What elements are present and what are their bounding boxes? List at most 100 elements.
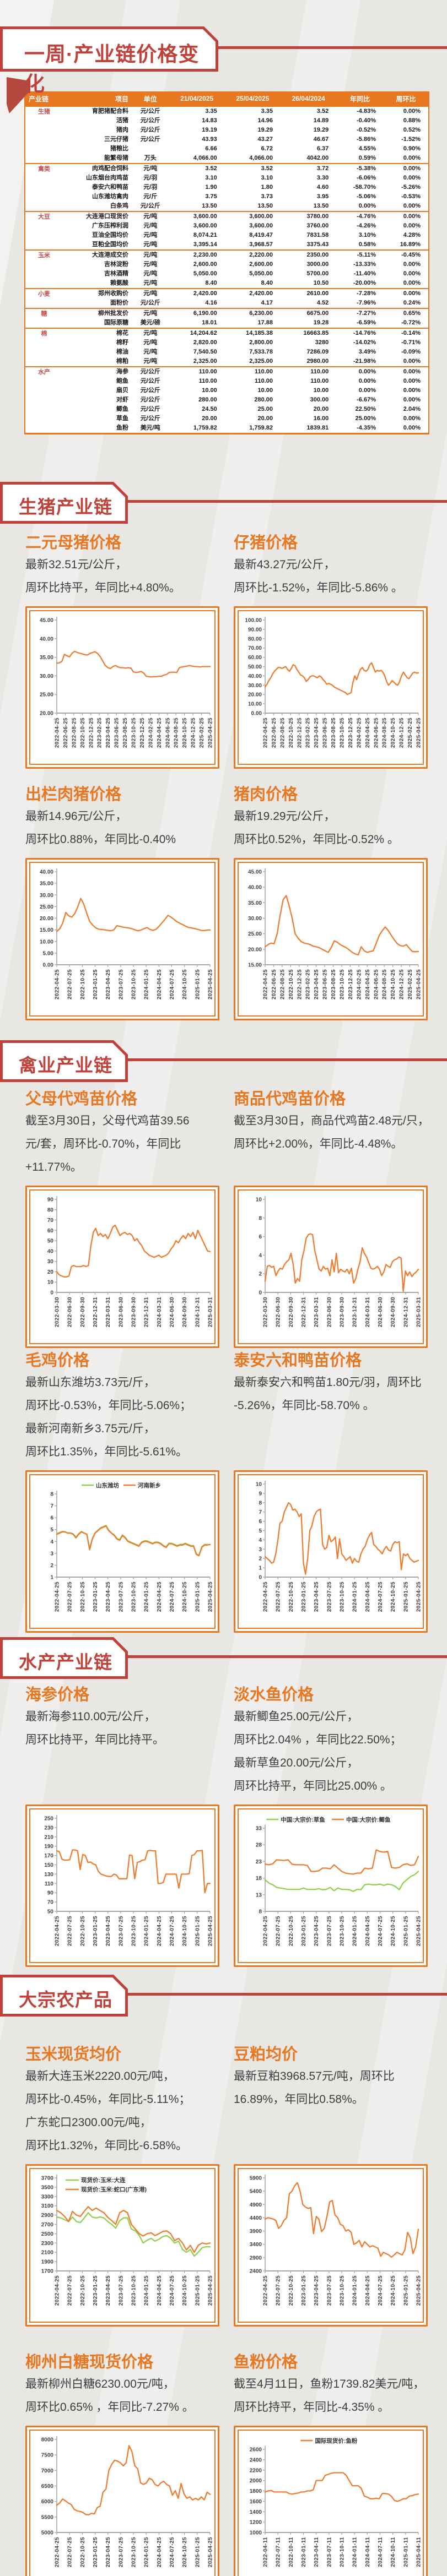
table-cell: 3.95 bbox=[316, 193, 329, 200]
chart-piglet-price: 0.00 10.00 20.00 30.00 40.00 50.00 60.00 70.00 8… bbox=[240, 612, 422, 763]
table-cell: 2,420.00 bbox=[169, 288, 225, 298]
table-cell: 6.72 bbox=[261, 145, 273, 152]
svg-text:210: 210 bbox=[44, 1834, 53, 1840]
table-cell: 0.65% bbox=[383, 308, 429, 318]
table-row: 棉油 元/吨 7,540.50 7,533.78 7286.09 3.49% -0.09% bbox=[25, 347, 429, 357]
table-row: 赖氨酸 元/吨 8.40 8.40 10.50 -20.00% 0.00% bbox=[25, 279, 429, 289]
table-row: 玉米 大连港成交价 元/吨 2,230.00 2,220.00 2350.00 -5.11%… bbox=[25, 249, 429, 289]
svg-text:2022-04-25: 2022-04-25 bbox=[55, 2275, 61, 2306]
chart-frame: 0.00 10.00 20.00 30.00 40.00 50.00 60.00 70.00 8… bbox=[234, 606, 428, 769]
svg-text:50: 50 bbox=[47, 1238, 54, 1244]
table-cell: 0.00% bbox=[383, 366, 429, 377]
svg-text:10.00: 10.00 bbox=[40, 939, 53, 945]
card-row: 玉米现货均价 最新大连玉米2220.00元/吨， 周环比-0.45%，年同比-5… bbox=[25, 2045, 428, 2327]
svg-text:150: 150 bbox=[44, 1862, 53, 1868]
svg-text:2025-03-31: 2025-03-31 bbox=[208, 1297, 214, 1327]
table-cell: 5,050.00 bbox=[249, 270, 273, 277]
table-cell: 20.00 bbox=[257, 415, 273, 422]
table-cell: 6.37 bbox=[316, 145, 329, 152]
svg-text:2024-03-31: 2024-03-31 bbox=[157, 1297, 163, 1327]
table-cell: 棉籽 bbox=[116, 339, 128, 346]
svg-text:2024-07-25: 2024-07-25 bbox=[169, 969, 175, 999]
table-cell: 14.83 bbox=[202, 117, 217, 124]
svg-text:2025-04-11: 2025-04-11 bbox=[416, 2537, 422, 2567]
price-table-body: 生猪 育肥猪配合料 元/公斤 3.35 3.35 3.52 -4.83% 0.00% 活猪 元/公… bbox=[25, 106, 429, 434]
svg-text:2025-04-25: 2025-04-25 bbox=[416, 1582, 422, 1612]
svg-text:2200: 2200 bbox=[250, 2468, 262, 2474]
table-cell: 280.00 bbox=[254, 396, 273, 403]
svg-text:2023-06-25: 2023-06-25 bbox=[114, 718, 120, 748]
svg-text:2023-06-25: 2023-06-25 bbox=[322, 718, 328, 748]
table-cell: 0.00% bbox=[403, 222, 421, 229]
table-cell: 110.00 bbox=[281, 366, 337, 377]
svg-text:2022-10-25: 2022-10-25 bbox=[80, 1916, 86, 1946]
svg-text:2300: 2300 bbox=[41, 2241, 54, 2247]
svg-text:2024-10-11: 2024-10-11 bbox=[390, 2537, 396, 2567]
svg-text:13: 13 bbox=[256, 1892, 262, 1898]
svg-text:2022-04-25: 2022-04-25 bbox=[263, 969, 269, 999]
table-cell: 2,220.00 bbox=[224, 249, 281, 260]
price-card-corn: 玉米现货均价 最新大连玉米2220.00元/吨， 周环比-0.45%，年同比-5… bbox=[25, 2045, 219, 2327]
price-card-commercial-chick: 商品代鸡苗价格 截至3月30日，商品代鸡苗2.48元/只， 周环比+2.00%，… bbox=[234, 1090, 428, 1348]
svg-text:2023-06-25: 2023-06-25 bbox=[322, 969, 328, 999]
table-cell: 元/吨 bbox=[143, 280, 158, 286]
svg-text:4400: 4400 bbox=[250, 2215, 262, 2221]
svg-text:2022-10-11: 2022-10-11 bbox=[288, 2537, 294, 2567]
svg-text:2023-08-25: 2023-08-25 bbox=[331, 718, 337, 748]
svg-text:2500: 2500 bbox=[41, 2231, 54, 2237]
table-row: 白条鸡 元/公斤 13.50 13.50 13.50 0.00% 0.00% bbox=[25, 202, 429, 211]
table-cell: 2,325.00 bbox=[249, 358, 273, 365]
svg-text:2900: 2900 bbox=[41, 2213, 54, 2219]
svg-text:2023-04-25: 2023-04-25 bbox=[105, 2537, 111, 2567]
card-desc: 最新32.51元/公斤， 周环比持平，年同比+4.80%。 bbox=[25, 553, 219, 600]
svg-text:2600: 2600 bbox=[250, 2447, 262, 2453]
table-cell: 2,600.00 bbox=[249, 261, 273, 268]
svg-text:2022-07-25: 2022-07-25 bbox=[67, 1582, 73, 1612]
card-row: 二元母猪价格 最新32.51元/公斤， 周环比持平，年同比+4.80%。 20.… bbox=[25, 534, 428, 769]
table-cell: 元/吨 bbox=[131, 163, 169, 173]
svg-text:2022-06-25: 2022-06-25 bbox=[63, 718, 69, 748]
price-change-table: 产业链 项目 单位 21/04/2025 25/04/2025 26/04/20… bbox=[24, 91, 429, 434]
svg-text:2024-09-30: 2024-09-30 bbox=[390, 1297, 396, 1327]
svg-text:2000: 2000 bbox=[250, 2478, 262, 2484]
svg-text:2022-10-25: 2022-10-25 bbox=[288, 1916, 294, 1946]
table-cell: 2,600.00 bbox=[193, 261, 217, 268]
table-cell: -13.33% bbox=[353, 261, 376, 268]
svg-text:2023-10-25: 2023-10-25 bbox=[131, 2275, 137, 2306]
svg-text:2022-04-25: 2022-04-25 bbox=[55, 969, 61, 999]
table-cell: -20.00% bbox=[353, 280, 376, 286]
table-cell: 鲍鱼 bbox=[116, 378, 128, 384]
table-cell: 美元/吨 bbox=[140, 425, 160, 431]
table-cell: 22.50% bbox=[355, 406, 376, 412]
svg-text:2024-10-25: 2024-10-25 bbox=[390, 969, 396, 999]
card-desc-line: 截至4月11日，鱼粉1739.82美元/吨， bbox=[234, 2378, 425, 2390]
table-cell: 棉粕 bbox=[116, 358, 128, 365]
chart-frame: 20.00 25.00 30.00 35.00 40.00 45.00 2022-04-25… bbox=[25, 606, 219, 769]
card-desc-line: 周环比-0.53%，年同比-5.06%； bbox=[25, 1399, 192, 1412]
table-cell: 扇贝 bbox=[116, 387, 128, 394]
card-desc: 最新19.29元/公斤， 周环比0.52%，年同比-0.52% 。 bbox=[234, 805, 428, 851]
price-card-hog: 出栏肉猪价格 最新14.96元/公斤， 周环比0.88%，年同比-0.40% 0… bbox=[25, 785, 219, 1020]
col-date3: 26/04/2024 bbox=[281, 91, 337, 106]
svg-text:2023-04-25: 2023-04-25 bbox=[105, 2275, 111, 2306]
svg-text:2023-02-25: 2023-02-25 bbox=[305, 969, 311, 999]
svg-text:7500: 7500 bbox=[41, 2453, 54, 2459]
svg-text:3900: 3900 bbox=[250, 2229, 262, 2235]
banner-rule bbox=[126, 1993, 447, 1996]
card-desc: 最新43.27元/公斤， 周环比-1.52%，年同比-5.86% 。 bbox=[234, 553, 428, 600]
chart-pork-price: 15.00 20.00 25.00 30.00 35.00 40.00 45.00 2022-… bbox=[240, 864, 422, 1014]
svg-text:2023-10-25: 2023-10-25 bbox=[340, 718, 346, 748]
table-row: 大豆 大连港口现货价 元/吨 3,600.00 3,600.00 3780.00 -4.76… bbox=[25, 211, 429, 250]
group-label: 糖 bbox=[25, 308, 63, 328]
card-desc-line: +11.77%。 bbox=[25, 1161, 82, 1173]
svg-text:25.00: 25.00 bbox=[40, 904, 53, 910]
svg-text:2025-04-25: 2025-04-25 bbox=[208, 1582, 214, 1612]
table-cell: 0.24% bbox=[403, 300, 421, 306]
svg-text:5.00: 5.00 bbox=[43, 950, 54, 957]
svg-text:2022-12-31: 2022-12-31 bbox=[93, 1297, 99, 1327]
table-cell: 20.00 bbox=[202, 415, 217, 422]
table-cell: 柳州批发价 bbox=[62, 308, 132, 318]
table-cell: 13.50 bbox=[202, 203, 217, 209]
svg-text:2022-04-25: 2022-04-25 bbox=[263, 1582, 269, 1612]
